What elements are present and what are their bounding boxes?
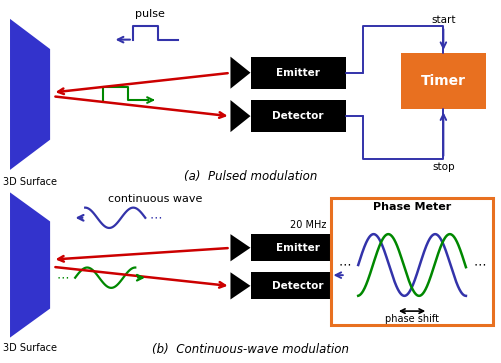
Polygon shape [230, 234, 250, 261]
Text: 3D Surface: 3D Surface [3, 343, 57, 353]
Bar [250, 234, 346, 261]
Text: ⋯: ⋯ [339, 258, 351, 272]
Text: 20 MHz: 20 MHz [290, 220, 326, 230]
Text: Timer: Timer [421, 74, 466, 88]
Text: stop: stop [432, 162, 455, 172]
Text: Emitter: Emitter [276, 243, 320, 253]
Text: start: start [431, 15, 455, 25]
Text: phase shift: phase shift [385, 314, 439, 324]
Text: pulse: pulse [135, 9, 165, 20]
Polygon shape [10, 19, 50, 170]
Text: 3D Surface: 3D Surface [3, 178, 57, 187]
Text: ⋯: ⋯ [57, 271, 69, 284]
Text: continuous wave: continuous wave [108, 194, 202, 204]
Bar [250, 100, 346, 132]
Text: ⋯: ⋯ [473, 258, 485, 272]
Polygon shape [230, 100, 250, 132]
Bar [401, 53, 486, 110]
Bar [331, 198, 493, 325]
Text: Emitter: Emitter [276, 68, 320, 78]
Text: Detector: Detector [273, 281, 324, 291]
Bar [250, 272, 346, 299]
Text: (b)  Continuous-wave modulation: (b) Continuous-wave modulation [152, 343, 349, 356]
Text: ⋯: ⋯ [149, 211, 161, 224]
Bar [250, 57, 346, 89]
Polygon shape [230, 57, 250, 89]
Text: Detector: Detector [273, 111, 324, 121]
Polygon shape [10, 192, 50, 338]
Polygon shape [230, 272, 250, 299]
Text: (a)  Pulsed modulation: (a) Pulsed modulation [184, 170, 317, 183]
Text: Phase Meter: Phase Meter [373, 202, 451, 212]
